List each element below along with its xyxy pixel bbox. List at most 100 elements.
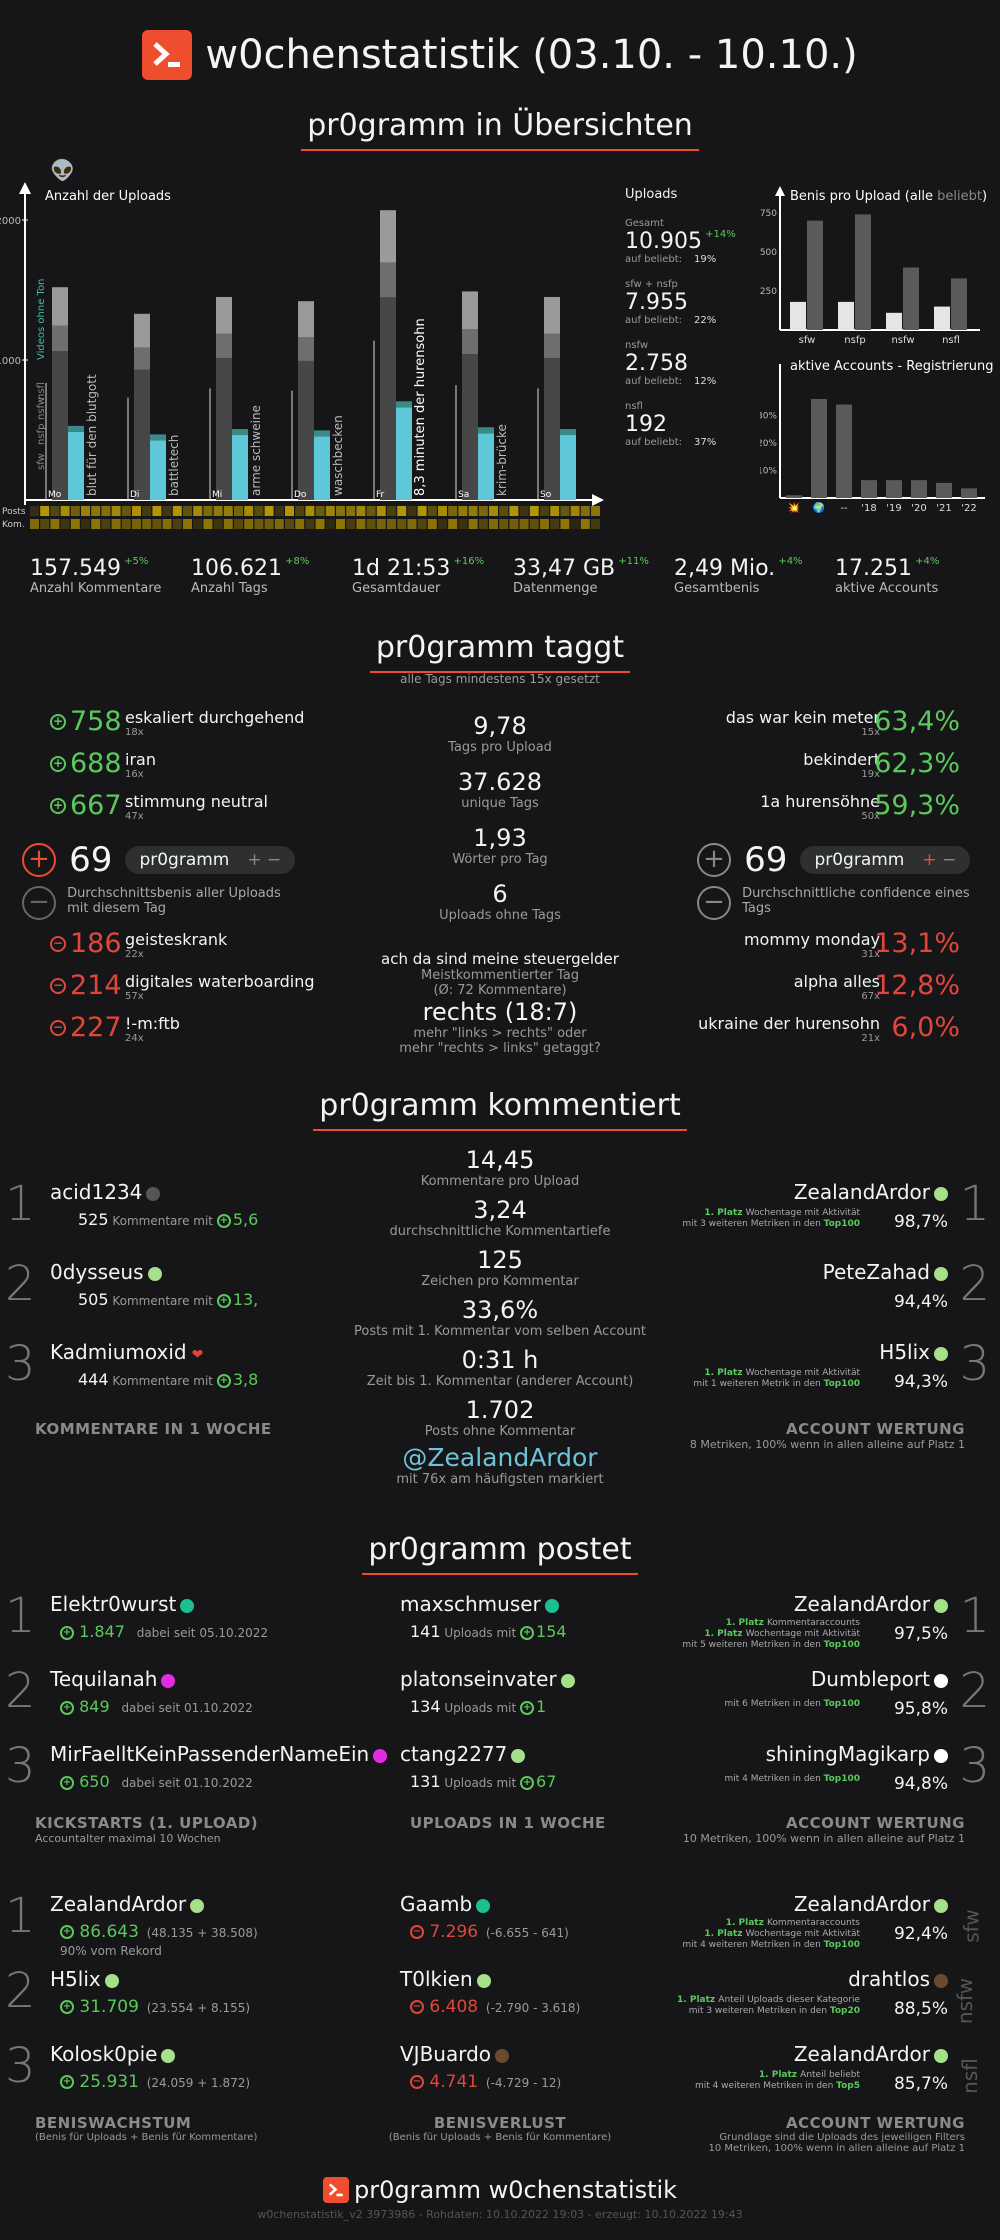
upvote-icon[interactable]: + (697, 843, 731, 877)
account-wertung-label: ACCOUNT WERTUNG 8 Metriken, 100% wenn in… (689, 1420, 965, 1451)
heat-cell (438, 519, 447, 529)
heat-cell (203, 519, 213, 529)
status-dot (495, 2048, 510, 2063)
growth-parts: (48.135 + 38.508) (142, 1926, 258, 1940)
user-row: ZealandArdor (794, 1892, 948, 1916)
metric-lines: 1. Platz Anteil Uploads dieser Kategorie… (677, 1995, 860, 2017)
day-label: So (540, 490, 552, 500)
x-tick-label: '21 (936, 503, 951, 514)
tag-pill[interactable]: pr0gramm + − (800, 846, 971, 874)
comment-stat: 33,6% Posts mit 1. Kommentar vom selben A… (350, 1296, 650, 1346)
metric-line: 1. Platz Wochentage mit Aktivität (682, 1929, 860, 1940)
user-row: Tequilanah (50, 1667, 176, 1691)
username: MirFaelltKeinPassenderNameEin (50, 1742, 370, 1766)
rank-number: 1 (5, 1588, 36, 1644)
upload-mit-label: Uploads mit (440, 1626, 521, 1640)
username: acid1234 (50, 1180, 143, 1204)
upload-mit-label: Uploads mit (440, 1776, 521, 1790)
day-top-tag: waschbecken (331, 415, 345, 496)
heat-cell (509, 519, 519, 529)
growth-value: 25.931 (74, 2072, 139, 2092)
heat-cell (407, 519, 417, 529)
pr0gramm-logo-icon (322, 2177, 349, 2203)
row-label: Kom. (2, 520, 25, 530)
y-axis-arrow (19, 182, 31, 194)
heat-cell (448, 506, 458, 516)
tag-pill[interactable]: pr0gramm + − (125, 846, 296, 874)
plus-circle-icon: + (60, 2000, 74, 2014)
upload-bar-layer (298, 360, 314, 500)
user-row: 0dysseus (50, 1260, 162, 1284)
heat-cell (162, 506, 172, 516)
comment-rank-item: 1 acid1234 525 Kommentare mit +5,6 (0, 1180, 330, 1260)
status-dot (934, 1748, 948, 1763)
heat-cell (438, 506, 447, 516)
uploads-item: nsfw 2.758 auf beliebt: 12% (625, 340, 745, 387)
username: VJBuardo (400, 2042, 492, 2066)
metric-text: Wochentage mit Aktivität (745, 1208, 860, 1218)
x-tick-label: '19 (886, 503, 901, 514)
heat-cell (427, 519, 437, 529)
upvote-icon[interactable]: + (22, 843, 56, 877)
plus-circle-icon: + (50, 756, 66, 772)
heat-cell (91, 519, 101, 529)
metric-lines: mit 6 Metriken in den Top100 (724, 1699, 860, 1710)
loss-stat: − 7.296 (-6.655 - 641) (410, 1922, 569, 1942)
benis-bar-alle (934, 306, 950, 330)
kickstart-stat: + 1.847 dabei seit 05.10.2022 (60, 1622, 268, 1641)
conf-row: 1a hurensöhne 50x 59,3% (680, 790, 960, 834)
metric-text: mit 3 weiteren Metriken in den (688, 2006, 830, 2016)
username: maxschmuser (400, 1592, 541, 1616)
tag-name: iran (125, 750, 156, 769)
header: w0chenstatistik (03.10. - 10.10.) (0, 30, 1000, 80)
comment-stat-label: Posts mit 1. Kommentar vom selben Accoun… (353, 1324, 647, 1339)
uploads-item-value: 10.905 (625, 229, 702, 254)
metric-text: Wochentage mit Aktivität (745, 1629, 860, 1639)
status-dot (934, 2048, 948, 2063)
metric-lines: 1. Platz Wochentage mit Aktivität mit 1 w… (693, 1368, 860, 1390)
section-title-taggt: pr0gramm taggt (0, 630, 1000, 673)
heat-cell (193, 506, 203, 516)
heat-cell (152, 519, 162, 529)
y-axis-arrow (775, 186, 785, 196)
stat-label: Datenmenge (513, 581, 598, 596)
downvote-icon[interactable]: − (22, 886, 56, 920)
loss-parts: (-6.655 - 641) (482, 1926, 569, 1940)
user-row: H5lix (879, 1340, 948, 1364)
metric-line: mit 3 weiteren Metriken in den Top20 (677, 2006, 860, 2017)
metric-line: 1. Platz Wochentage mit Aktivität (682, 1629, 860, 1640)
mention-name[interactable]: @ZealandArdor (402, 1443, 598, 1472)
benis-growth-item: 3 Kolosk0pie + 25.931 (24.059 + 1.872) (0, 2042, 380, 2117)
heat-cell (499, 506, 509, 516)
rank-number: 3 (5, 2038, 36, 2094)
account-bar (786, 495, 802, 498)
heat-cell (529, 519, 539, 529)
comment-stat-value: 14,45 (465, 1146, 535, 1174)
day-top-tag: arme schweine (249, 405, 263, 496)
tag-name: alpha alles (793, 972, 880, 991)
downvote-icon[interactable]: − (697, 886, 731, 920)
kickstarts-label: KICKSTARTS (1. UPLOAD) Accountalter maxim… (35, 1814, 259, 1845)
user-row: platonseinvater (400, 1667, 575, 1691)
y-tick-label: 500 (760, 248, 777, 258)
heat-cell (305, 519, 315, 529)
username: shiningMagikarp (765, 1742, 930, 1766)
benis-bar-beliebt (807, 220, 823, 330)
growth-parts: (23.554 + 8.155) (142, 2001, 251, 2015)
metric-line: mit 4 Metriken in den Top100 (724, 1774, 860, 1785)
uploads-item-value: 2.758 (625, 351, 688, 376)
user-row: shiningMagikarp (766, 1742, 948, 1766)
tag-name: bekindert (803, 750, 880, 769)
uploads-week-list: maxschmuser 141 Uploads mit +154 platonsei… (400, 1592, 680, 1817)
account-score: 92,4% (893, 1924, 948, 1944)
stat-delta: +8% (281, 556, 310, 567)
page-title: w0chenstatistik (03.10. - 10.10.) (205, 32, 858, 78)
heat-cell (60, 519, 70, 529)
heat-cell (346, 506, 356, 516)
account-rank-item: Dumbleport mit 6 Metriken in den Top100 95… (660, 1667, 1000, 1742)
benisverlust-list: Gaamb − 7.296 (-6.655 - 641) T0lkien − 6.40… (400, 1892, 680, 2117)
metric-place: 1. Platz (758, 2070, 801, 2080)
rank-number: 2 (5, 1963, 36, 2019)
account-score: 94,8% (893, 1774, 948, 1794)
status-dot (934, 1898, 948, 1913)
